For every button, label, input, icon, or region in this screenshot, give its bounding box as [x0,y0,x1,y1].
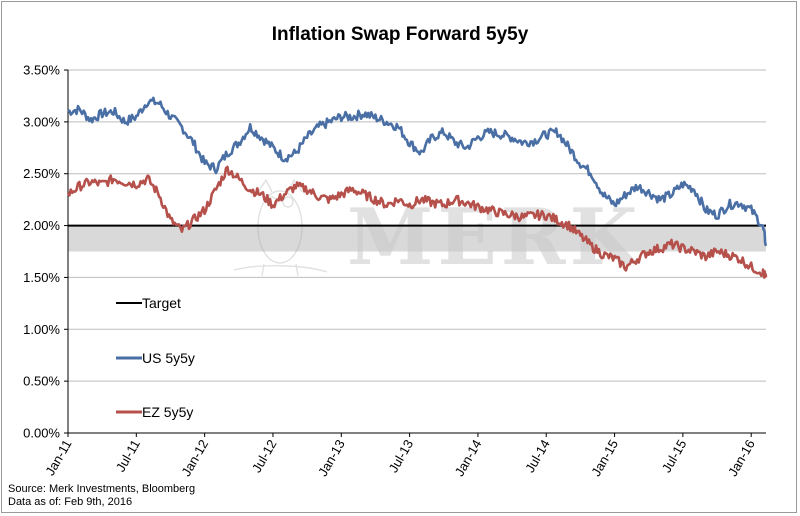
y-axis-ticks: 0.00% 0.50% 1.00% 1.50% 2.00% 2.50% 3.00% 3.50% [23,63,68,441]
x-tick-label-9: Jul-15 [659,437,690,475]
y-tick-label-3: 1.50% [23,270,60,285]
y-tick-label-7: 3.50% [23,63,60,78]
series-line-ez-5y5y [66,165,768,279]
y-tick-label-6: 3.00% [23,114,60,129]
y-tick-label-0: 0.00% [23,426,60,441]
axes [67,70,766,434]
x-axis-ticks: Jan-11 Jul-11 Jan-12 Jul-12 Jan-13 Jul-13 Jan-… [42,433,758,479]
merk-watermark: MERK [347,192,641,283]
data-date-note: Data as of: Feb 9th, 2016 [8,496,133,508]
y-tick-label-4: 2.00% [23,218,60,233]
target-band [68,225,766,252]
legend: Target US 5y5y EZ 5y5y [116,295,195,420]
x-tick-label-1: Jul-11 [113,437,143,474]
y-tick-label-5: 2.50% [23,166,60,181]
x-tick-label-5: Jul-13 [385,437,416,475]
legend-label-2: EZ 5y5y [142,404,193,420]
legend-label-1: US 5y5y [142,350,195,366]
x-tick-label-7: Jul-14 [522,437,553,475]
x-tick-label-3: Jul-12 [249,437,280,475]
x-tick-label-0: Jan-11 [42,437,74,478]
x-tick-label-10: Jan-16 [725,437,758,479]
legend-label-0: Target [142,295,181,311]
series-lines [66,96,768,279]
x-tick-label-8: Jan-15 [588,437,621,479]
x-tick-label-4: Jan-13 [315,437,348,479]
x-tick-label-2: Jan-12 [178,437,211,479]
y-tick-label-1: 0.50% [23,374,60,389]
x-tick-label-6: Jan-14 [452,437,485,479]
chart-title: Inflation Swap Forward 5y5y [272,24,529,45]
source-note: Source: Merk Investments, Bloomberg [8,483,196,495]
y-tick-label-2: 1.00% [23,322,60,337]
series-line-us-5y5y [67,96,768,247]
